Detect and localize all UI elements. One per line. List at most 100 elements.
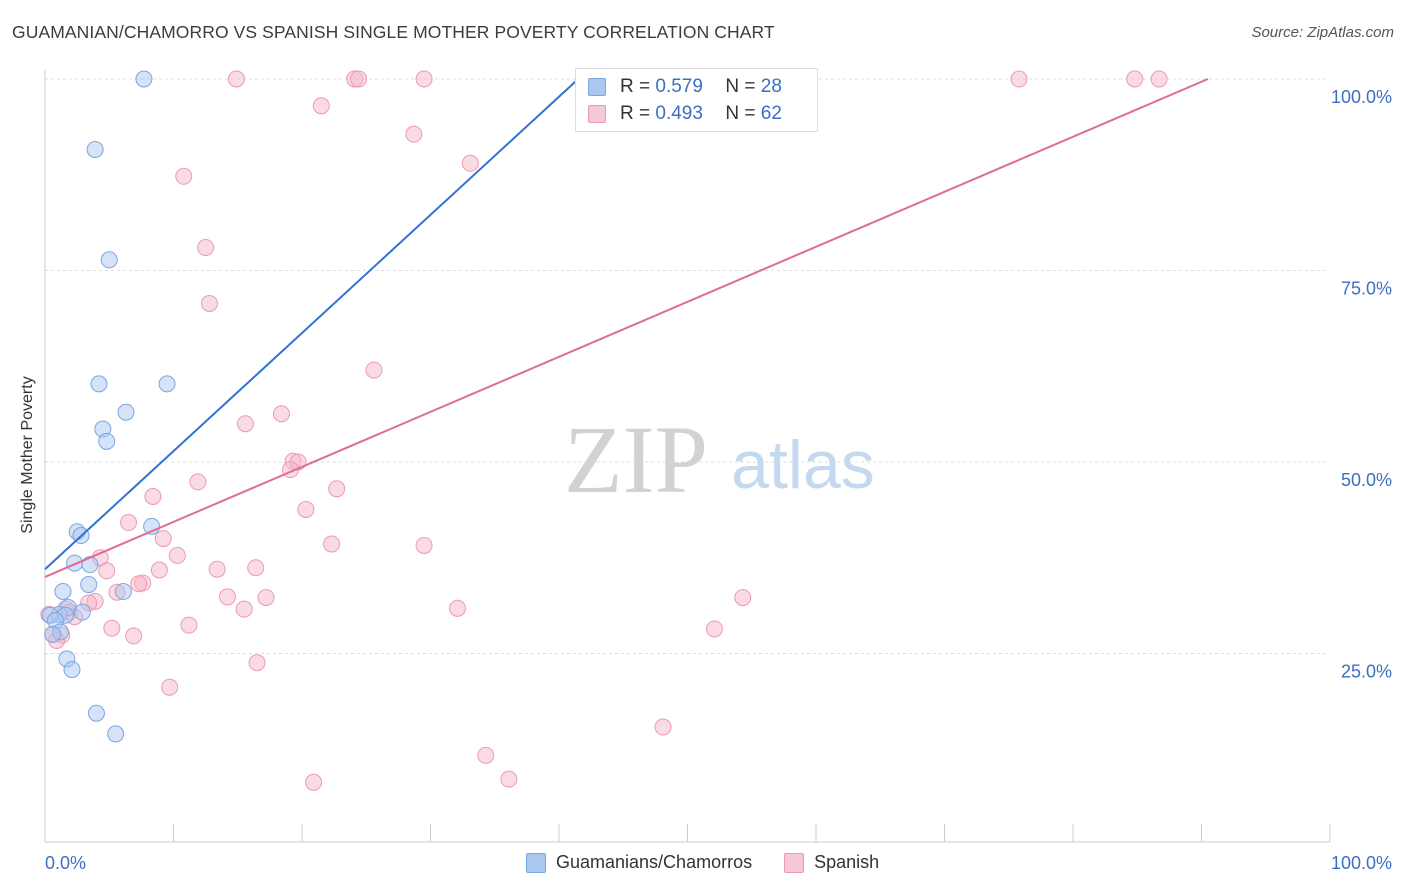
point-spanish [247,559,265,577]
legend-label-spanish: Spanish [814,852,880,872]
point-spanish [405,125,423,143]
point-spanish [208,560,226,578]
x-tick-label: 100.0% [1331,853,1392,873]
point-spanish [415,70,433,88]
point-guamanian [66,554,84,572]
trend-line-guamanian [44,78,579,570]
point-spanish [297,500,315,518]
legend-n-label: N = [725,76,756,97]
legend-r-value: 0.493 [655,103,703,124]
point-spanish [175,167,193,185]
point-spanish [1126,70,1144,88]
legend-row-spanish: R = 0.493 N = 62 [588,103,782,125]
legend-n-value: 62 [760,103,782,124]
legend-swatch-pink [588,105,606,123]
point-spanish [248,654,266,672]
point-spanish [150,561,168,579]
point-spanish [236,415,254,433]
point-spanish [705,620,723,638]
gridlines [45,78,1330,654]
point-spanish [448,599,466,617]
point-spanish [154,530,172,548]
point-guamanian [63,661,81,679]
point-spanish [1010,70,1028,88]
point-spanish [350,70,368,88]
chart-title: GUAMANIAN/CHAMORRO VS SPANISH SINGLE MOT… [12,22,775,42]
axes [44,70,1331,843]
data-points [40,70,1168,791]
legend-n-label: N = [725,103,756,124]
point-guamanian [44,625,62,643]
x-tick-label: 0.0% [45,853,86,873]
point-spanish [734,589,752,607]
point-spanish [144,487,162,505]
point-spanish [477,746,495,764]
point-spanish [257,589,275,607]
point-guamanian [86,140,104,158]
trend-lines [44,78,1209,578]
point-spanish [415,536,433,554]
tick-labels: 25.0% 50.0% 75.0% 100.0% 0.0% 100.0% [45,87,1392,873]
point-guamanian [114,582,132,600]
y-tick-label: 100.0% [1331,87,1392,107]
point-spanish [365,361,383,379]
point-spanish [328,480,346,498]
point-spanish [235,600,253,618]
point-spanish [120,514,138,532]
legend-r-label: R = [620,76,651,97]
point-spanish [500,770,518,788]
point-guamanian [100,251,118,269]
stats-legend: R = 0.579 N = 28 R = 0.493 N = 62 [575,68,818,132]
point-guamanian [158,375,176,393]
y-tick-label: 25.0% [1341,662,1392,682]
point-spanish [130,575,148,593]
series-legend: Guamanians/Chamorros Spanish [526,852,911,873]
point-spanish [103,619,121,637]
legend-swatch-pink [784,852,805,873]
point-spanish [461,154,479,172]
point-guamanian [117,403,135,421]
legend-r-value: 0.579 [655,76,703,97]
point-spanish [305,773,323,791]
point-guamanian [54,582,72,600]
watermark-atlas: atlas [731,427,875,503]
point-guamanian [98,432,116,450]
legend-swatch-blue [588,78,606,96]
y-axis-label: Single Mother Poverty [19,376,36,534]
point-spanish [189,473,207,491]
legend-label-guamanians: Guamanians/Chamorros [556,852,753,872]
y-tick-label: 50.0% [1341,470,1392,490]
point-guamanian [80,576,98,594]
point-spanish [654,718,672,736]
watermark-zip: ZIP [564,406,708,513]
legend-row-guamanian: R = 0.579 N = 28 [588,76,782,98]
legend-n-value: 28 [760,76,782,97]
point-spanish [168,546,186,564]
point-guamanian [135,70,153,88]
point-spanish [323,535,341,553]
point-guamanian [87,704,105,722]
point-spanish [197,239,215,257]
source-label: Source: ZipAtlas.com [1251,24,1394,41]
point-spanish [1150,70,1168,88]
point-spanish [200,294,218,312]
legend-item-guamanians: Guamanians/Chamorros [526,852,752,873]
point-spanish [98,562,116,580]
legend-r-label: R = [620,103,651,124]
trend-line-spanish [44,78,1209,578]
point-spanish [227,70,245,88]
point-spanish [272,405,290,423]
legend-swatch-blue [526,852,546,873]
point-spanish [218,588,236,606]
y-tick-label: 75.0% [1341,279,1392,299]
point-guamanian [107,725,125,743]
point-spanish [125,627,143,645]
point-guamanian [73,603,91,621]
watermark: ZIP atlas [564,406,875,513]
point-spanish [161,678,179,696]
point-spanish [180,616,198,634]
point-spanish [312,97,330,115]
legend-item-spanish: Spanish [784,852,879,873]
point-guamanian [90,375,108,393]
